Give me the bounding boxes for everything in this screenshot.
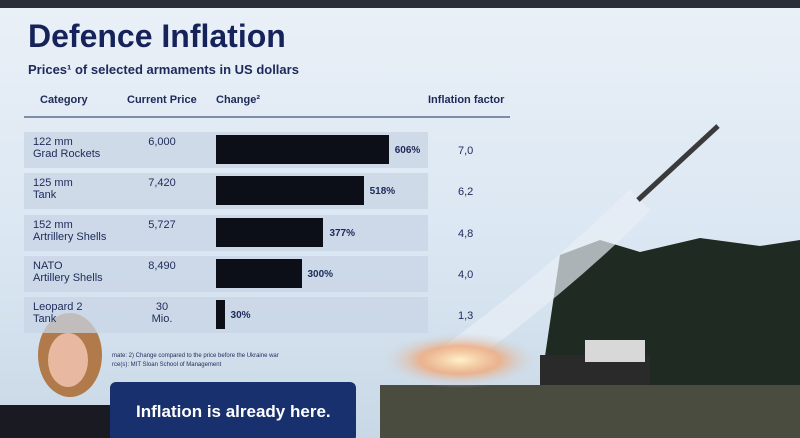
footnote: mate: 2) Change compared to the price be… <box>112 353 279 359</box>
column-header: Category <box>40 94 88 106</box>
category-label: 122 mm Grad Rockets <box>33 136 101 160</box>
bar <box>216 135 389 164</box>
current-price: 7,420 <box>148 177 176 190</box>
category-label: Leopard 2 Tank <box>33 301 83 326</box>
current-price: 30 Mio. <box>151 301 173 326</box>
inflation-factor: 6,2 <box>458 186 474 199</box>
category-label: 125 mm Tank <box>33 177 73 202</box>
bar <box>216 217 324 247</box>
column-header: Current Price <box>127 94 197 106</box>
category-label: 152 mm Artrillery Shells <box>33 218 107 243</box>
column-header: Inflation factor <box>428 94 505 106</box>
bar <box>216 176 364 206</box>
current-price: 5,727 <box>148 218 176 231</box>
current-price: 8,490 <box>148 259 176 272</box>
value-label: 606% <box>394 145 421 156</box>
inflation-factor: 4,8 <box>458 227 474 240</box>
inflation-factor: 4,0 <box>458 268 474 281</box>
value-label: 300% <box>307 268 334 280</box>
title: Defence Inflation <box>28 18 286 54</box>
banner <box>110 382 356 438</box>
column-header: Change² <box>216 94 260 106</box>
value-label: 518% <box>369 186 396 198</box>
category-label: NATO Artillery Shells <box>33 259 103 284</box>
bar <box>216 300 225 330</box>
banner-text: Inflation is already here. <box>136 402 331 421</box>
bar <box>216 258 302 288</box>
subtitle: Prices¹ of selected armaments in US doll… <box>28 62 299 77</box>
value-label: 30% <box>230 310 251 322</box>
value-label: 377% <box>329 227 356 239</box>
row-band <box>24 297 428 334</box>
inflation-factor: 1,3 <box>458 310 474 323</box>
footnote: rce(s): MIT Sloan School of Management <box>112 362 222 368</box>
inflation-factor: 7,0 <box>458 145 474 157</box>
current-price: 6,000 <box>148 136 176 148</box>
